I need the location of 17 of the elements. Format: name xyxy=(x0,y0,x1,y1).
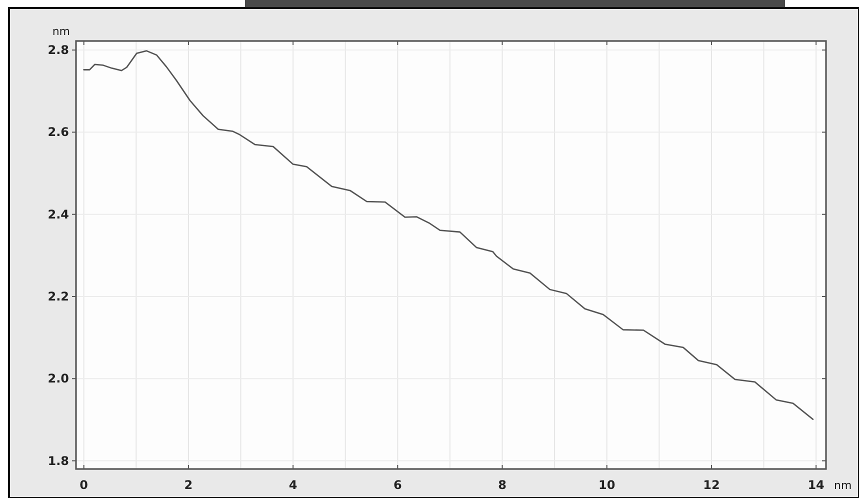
y-axis-title: nm xyxy=(52,25,70,38)
line-series xyxy=(83,50,814,420)
y-tick-label: 2.6 xyxy=(48,125,69,140)
x-tick-label: 12 xyxy=(703,478,720,492)
x-tick-label: 0 xyxy=(80,478,88,492)
x-tick-label: 10 xyxy=(598,478,616,492)
x-tick-label: 8 xyxy=(498,478,506,492)
y-tick-label: 2.4 xyxy=(48,207,69,222)
x-tick-label: 4 xyxy=(288,478,298,492)
y-tick-label: 2.2 xyxy=(48,289,69,304)
x-tick-label: 2 xyxy=(184,478,193,492)
x-tick-label: 14 xyxy=(808,478,824,492)
y-tick-label: 2.8 xyxy=(48,43,69,58)
x-axis-title: nm xyxy=(834,479,852,492)
y-tick-label: 2.0 xyxy=(48,372,69,386)
x-tick-label: 6 xyxy=(393,478,402,492)
y-tick-label: 1.8 xyxy=(48,454,69,468)
